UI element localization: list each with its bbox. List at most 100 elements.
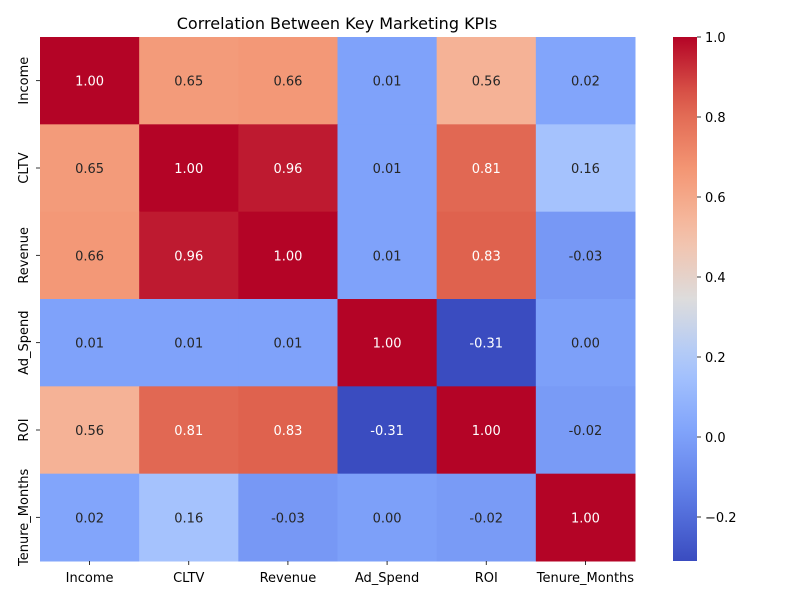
x-axis: Income CLTV Revenue Ad_Spend ROI Tenure_Month… (66, 561, 635, 586)
cell-value-label: 0.16 (571, 162, 600, 177)
cell-value-label: 0.96 (273, 162, 302, 177)
heatmap-cell (436, 386, 537, 475)
heatmap-cell (535, 211, 636, 300)
y-tick-label: Revenue (17, 227, 32, 284)
cell-value-label: -0.03 (271, 511, 305, 526)
colorbar: −0.2 0.0 0.2 0.4 0.6 0.8 1.0 (673, 31, 737, 561)
colorbar-tick-label: 0.4 (705, 271, 726, 286)
heatmap-cell (337, 473, 438, 562)
cell-value-label: 0.83 (472, 249, 501, 264)
y-tick-label: Tenure_Months (17, 468, 32, 567)
y-axis: Income CLTV Revenue Ad_Spend ROI Tenure_Month… (17, 57, 40, 567)
heatmap-cell (535, 299, 636, 387)
colorbar-tick-label: 0.8 (705, 111, 726, 126)
x-tick-label: Ad_Spend (355, 571, 419, 586)
cell-value-label: 0.01 (75, 337, 104, 352)
cell-value-label: 1.00 (75, 75, 104, 90)
chart-title: Correlation Between Key Marketing KPIs (177, 14, 498, 33)
cell-value-label: 0.02 (571, 75, 600, 90)
cell-value-label: 0.65 (174, 75, 203, 90)
y-tick-label: Income (17, 57, 32, 105)
heatmap-cell (436, 37, 537, 125)
x-tick-label: Tenure_Months (536, 571, 635, 586)
heatmap-cell (436, 211, 537, 300)
heatmap-cell (436, 124, 537, 213)
cell-value-label: 0.66 (273, 75, 302, 90)
heatmap-cell (337, 124, 438, 213)
heatmap-cells: 1.00 0.65 0.66 0.01 0.56 0.02 0.65 1.00 0.96 0.01… (40, 37, 636, 562)
colorbar-tick-label: 0.2 (705, 351, 726, 366)
heatmap-cell (238, 124, 338, 213)
colorbar-ticks: −0.2 0.0 0.2 0.4 0.6 0.8 1.0 (697, 31, 737, 526)
heatmap-cell (40, 299, 140, 387)
colorbar-tick-label: 0.0 (705, 431, 726, 446)
heatmap-cell (139, 37, 239, 125)
cell-value-label: 0.00 (373, 511, 402, 526)
heatmap-cell (337, 211, 438, 300)
heatmap-cell (139, 299, 239, 387)
cell-value-label: 0.16 (174, 511, 203, 526)
heatmap-cell (40, 211, 140, 300)
heatmap-cell (40, 124, 140, 213)
x-tick-label: ROI (475, 571, 498, 586)
cell-value-label: 0.81 (174, 424, 203, 439)
cell-value-label: 0.01 (273, 337, 302, 352)
cell-value-label: 0.02 (75, 511, 104, 526)
cell-value-label: 0.83 (273, 424, 302, 439)
y-tick-label: CLTV (17, 152, 32, 183)
cell-value-label: 1.00 (373, 337, 402, 352)
heatmap-cell (139, 124, 239, 213)
heatmap-cell (238, 299, 338, 387)
cell-value-label: 0.81 (472, 162, 501, 177)
heatmap-cell (40, 473, 140, 562)
heatmap-cell (436, 299, 537, 387)
cell-value-label: 1.00 (571, 511, 600, 526)
heatmap-cell (436, 473, 537, 562)
heatmap-cell (238, 473, 338, 562)
heatmap-cell (238, 37, 338, 125)
heatmap-cell (535, 386, 636, 475)
cell-value-label: 0.00 (571, 337, 600, 352)
heatmap-cell (535, 124, 636, 213)
cell-value-label: 0.96 (174, 249, 203, 264)
cell-value-label: 0.56 (472, 75, 501, 90)
cell-value-label: -0.02 (569, 424, 603, 439)
colorbar-tick-label: −0.2 (705, 511, 737, 526)
heatmap-cell (139, 473, 239, 562)
heatmap-cell (139, 386, 239, 475)
heatmap-cell (337, 299, 438, 387)
x-tick-label: CLTV (173, 571, 204, 586)
cell-value-label: 1.00 (273, 249, 302, 264)
cell-value-label: 0.01 (373, 162, 402, 177)
x-tick-label: Income (66, 571, 114, 586)
heatmap-cell (238, 211, 338, 300)
cell-value-label: 0.01 (174, 337, 203, 352)
cell-value-label: 0.01 (373, 249, 402, 264)
heatmap-cell (337, 386, 438, 475)
cell-value-label: -0.02 (469, 511, 503, 526)
cell-value-label: 0.65 (75, 162, 104, 177)
y-tick-label: Ad_Spend (17, 310, 32, 374)
x-tick-label: Revenue (260, 571, 317, 586)
heatmap-cell (337, 37, 438, 125)
heatmap-cell (238, 386, 338, 475)
cell-value-label: 0.56 (75, 424, 104, 439)
colorbar-tick-label: 0.6 (705, 191, 726, 206)
heatmap-cell (139, 211, 239, 300)
cell-value-label: -0.31 (370, 424, 404, 439)
heatmap-cell (535, 473, 636, 562)
heatmap-cell (535, 37, 636, 125)
cell-value-label: 0.01 (373, 75, 402, 90)
cell-value-label: 1.00 (174, 162, 203, 177)
cell-value-label: 1.00 (472, 424, 501, 439)
colorbar-gradient (673, 37, 697, 561)
heatmap-cell (40, 37, 140, 125)
colorbar-tick-label: 1.0 (705, 31, 726, 46)
cell-value-label: 0.66 (75, 249, 104, 264)
cell-value-label: -0.31 (469, 337, 503, 352)
cell-value-label: -0.03 (569, 249, 603, 264)
y-tick-label: ROI (17, 418, 32, 441)
heatmap-cell (40, 386, 140, 475)
